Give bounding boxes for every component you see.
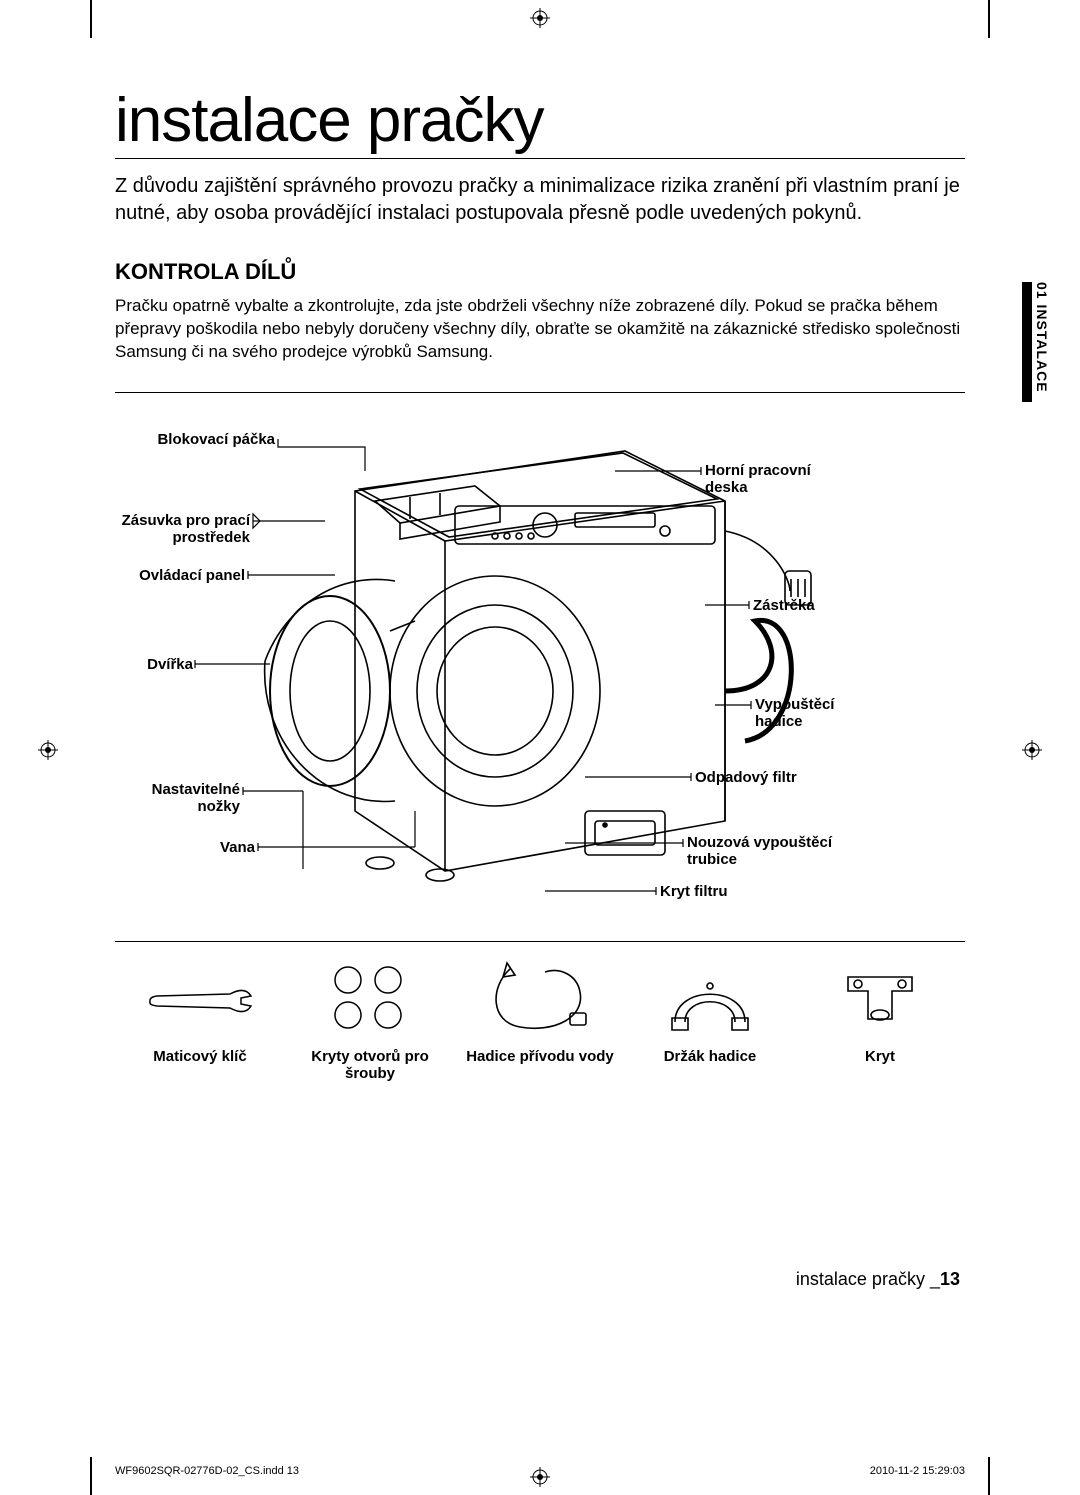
page-title: instalace pračky (115, 85, 965, 159)
separator (115, 941, 965, 942)
part-label: Hadice přívodu vody (466, 1048, 614, 1084)
part-label: Držák hadice (664, 1048, 757, 1084)
wrench-icon (140, 960, 260, 1040)
part-cap-fixer: Kryt (795, 960, 965, 1084)
washer-diagram: Blokovací páčka Zásuvka pro prací prostř… (115, 411, 965, 931)
registration-mark-icon (1022, 740, 1042, 760)
registration-mark-icon (530, 8, 550, 28)
section-body: Pračku opatrně vybalte a zkontrolujte, z… (115, 295, 965, 364)
crop-mark (90, 0, 92, 38)
part-wrench: Maticový klíč (115, 960, 285, 1084)
crop-mark (988, 1457, 990, 1495)
imprint-left: WF9602SQR-02776D-02_CS.indd 13 (115, 1465, 299, 1477)
side-tab-bar (1022, 282, 1032, 402)
side-tab: 01 INSTALACE (1022, 282, 1052, 592)
hose-guide-icon (650, 960, 770, 1040)
parts-row: Maticový klíč Kryty otvorů pro šrouby Ha… (115, 960, 965, 1084)
footer-page-label: instalace pračky _13 (796, 1269, 960, 1290)
crop-mark (988, 0, 990, 38)
part-label: Kryt (865, 1048, 895, 1084)
hole-caps-icon (310, 960, 430, 1040)
part-hose-guide: Držák hadice (625, 960, 795, 1084)
part-water-hose: Hadice přívodu vody (455, 960, 625, 1084)
crop-mark (90, 1457, 92, 1495)
imprint-right: 2010-11-2 15:29:03 (870, 1465, 965, 1477)
part-label: Maticový klíč (153, 1048, 246, 1084)
footer-text: instalace pračky _ (796, 1269, 940, 1289)
page-content: instalace pračky Z důvodu zajištění sprá… (115, 85, 965, 1084)
footer-page-number: 13 (940, 1269, 960, 1289)
side-tab-label: 01 INSTALACE (1034, 282, 1050, 393)
section-heading: KONTROLA DÍLŮ (115, 259, 965, 285)
registration-mark-icon (530, 1467, 550, 1487)
part-hole-caps: Kryty otvorů pro šrouby (285, 960, 455, 1084)
registration-mark-icon (38, 740, 58, 760)
separator (115, 392, 965, 393)
water-hose-icon (480, 960, 600, 1040)
cap-fixer-icon (820, 960, 940, 1040)
washer-illustration (245, 411, 815, 911)
intro-text: Z důvodu zajištění správného provozu pra… (115, 173, 965, 227)
part-label: Kryty otvorů pro šrouby (285, 1048, 455, 1084)
